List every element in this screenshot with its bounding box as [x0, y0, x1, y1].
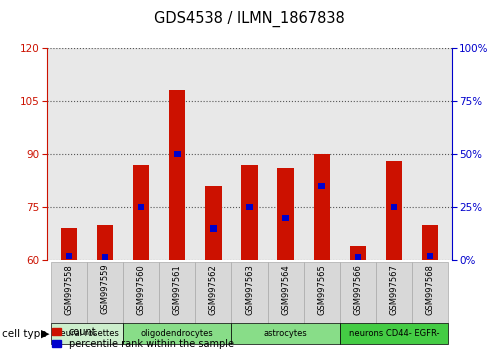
FancyBboxPatch shape: [340, 262, 376, 324]
Bar: [354, 254, 361, 260]
Bar: [97, 225, 113, 260]
FancyBboxPatch shape: [196, 262, 232, 324]
Text: GSM997558: GSM997558: [64, 264, 73, 315]
Text: neural rosettes: neural rosettes: [55, 329, 119, 338]
Text: GSM997566: GSM997566: [353, 264, 362, 315]
Legend: count, percentile rank within the sample: count, percentile rank within the sample: [52, 327, 234, 349]
Bar: [210, 225, 217, 232]
Text: oligodendrocytes: oligodendrocytes: [141, 329, 214, 338]
FancyBboxPatch shape: [123, 262, 159, 324]
Bar: [174, 151, 181, 157]
Text: GSM997564: GSM997564: [281, 264, 290, 315]
Bar: [277, 168, 294, 260]
Bar: [242, 165, 257, 260]
Text: GDS4538 / ILMN_1867838: GDS4538 / ILMN_1867838: [154, 11, 345, 27]
FancyBboxPatch shape: [376, 262, 412, 324]
Text: GSM997561: GSM997561: [173, 264, 182, 315]
Bar: [313, 154, 330, 260]
Text: GSM997560: GSM997560: [137, 264, 146, 315]
Text: GSM997563: GSM997563: [245, 264, 254, 315]
Bar: [427, 253, 433, 259]
Bar: [422, 225, 438, 260]
Bar: [102, 254, 108, 260]
FancyBboxPatch shape: [340, 323, 448, 344]
Bar: [246, 204, 253, 210]
Bar: [318, 183, 325, 189]
Text: neurons CD44- EGFR-: neurons CD44- EGFR-: [349, 329, 439, 338]
FancyBboxPatch shape: [87, 262, 123, 324]
FancyBboxPatch shape: [51, 262, 87, 324]
Bar: [205, 186, 222, 260]
FancyBboxPatch shape: [232, 262, 267, 324]
FancyBboxPatch shape: [123, 323, 232, 344]
Bar: [282, 215, 289, 221]
Bar: [386, 161, 402, 260]
FancyBboxPatch shape: [51, 323, 123, 344]
FancyBboxPatch shape: [267, 262, 303, 324]
Bar: [169, 90, 186, 260]
Bar: [61, 228, 77, 260]
FancyBboxPatch shape: [232, 323, 340, 344]
Text: astrocytes: astrocytes: [263, 329, 307, 338]
FancyBboxPatch shape: [412, 262, 448, 324]
Bar: [66, 253, 72, 259]
Text: GSM997567: GSM997567: [389, 264, 398, 315]
Text: GSM997559: GSM997559: [101, 264, 110, 314]
Text: GSM997562: GSM997562: [209, 264, 218, 315]
Text: GSM997568: GSM997568: [426, 264, 435, 315]
Bar: [350, 246, 366, 260]
FancyBboxPatch shape: [159, 262, 196, 324]
Bar: [133, 165, 149, 260]
Bar: [138, 204, 145, 210]
Text: cell type: cell type: [2, 329, 47, 339]
Text: ▶: ▶: [41, 329, 49, 339]
FancyBboxPatch shape: [303, 262, 340, 324]
Bar: [391, 204, 397, 210]
Text: GSM997565: GSM997565: [317, 264, 326, 315]
